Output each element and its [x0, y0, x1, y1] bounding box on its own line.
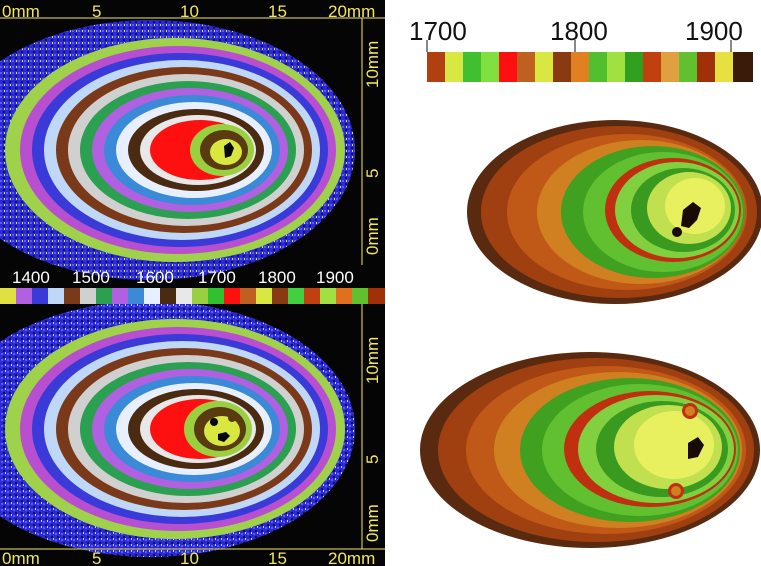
- top-x-axis: 0mm 5 10 15 20mm: [0, 2, 385, 21]
- x-tick: 10: [180, 549, 199, 566]
- x-tick: 0mm: [2, 2, 40, 21]
- scale-tick: 1700: [409, 16, 467, 46]
- scale-tick: 1800: [258, 268, 296, 287]
- bottom-x-axis: 0mm 5 10 15 20mm: [0, 548, 385, 566]
- bottom-closeup-blob: [420, 352, 760, 548]
- x-tick: 5: [92, 549, 101, 566]
- scale-tick: 1600: [136, 268, 174, 287]
- x-tick: 10: [180, 2, 199, 21]
- y-tick: 10mm: [363, 337, 382, 384]
- y-tick: 0mm: [363, 504, 382, 542]
- scale-bar: [427, 52, 753, 82]
- contour-rings: [5, 38, 345, 262]
- contour-rings: [5, 319, 345, 539]
- bottom-y-axis: 10mm 5 0mm: [361, 304, 382, 549]
- y-tick: 5: [363, 169, 382, 178]
- scale-tick: 1800: [550, 16, 608, 46]
- x-tick: 0mm: [2, 549, 40, 566]
- scale-tick: 1700: [198, 268, 236, 287]
- y-tick: 5: [363, 455, 382, 464]
- top-y-axis: 10mm 5 0mm: [361, 18, 382, 265]
- x-tick: 15: [268, 549, 287, 566]
- top-closeup-blob: [467, 120, 761, 304]
- x-tick: 20mm: [328, 549, 375, 566]
- left-color-scale: [0, 288, 385, 304]
- blob-contours: [420, 352, 760, 548]
- scale-tick: 1900: [316, 268, 354, 287]
- y-tick: 0mm: [363, 217, 382, 255]
- top-thermal-map: 0mm 5 10 15 20mm 10mm 5 0mm 1400 1500 16…: [0, 0, 385, 288]
- blob-contours: [467, 120, 761, 304]
- right-color-scale: 1700 1800 1900: [409, 16, 753, 82]
- scale-tick: 1400: [12, 268, 50, 287]
- bottom-thermal-map: 10mm 5 0mm 0mm 5 10 15 20mm: [0, 304, 385, 566]
- x-tick: 15: [268, 2, 287, 21]
- x-tick: 5: [92, 2, 101, 21]
- scale-tick: 1900: [685, 16, 743, 46]
- top-scale-labels: 1400 1500 1600 1700 1800 1900: [12, 268, 354, 287]
- y-tick: 10mm: [363, 41, 382, 88]
- scale-tick: 1500: [72, 268, 110, 287]
- x-tick: 20mm: [328, 2, 375, 21]
